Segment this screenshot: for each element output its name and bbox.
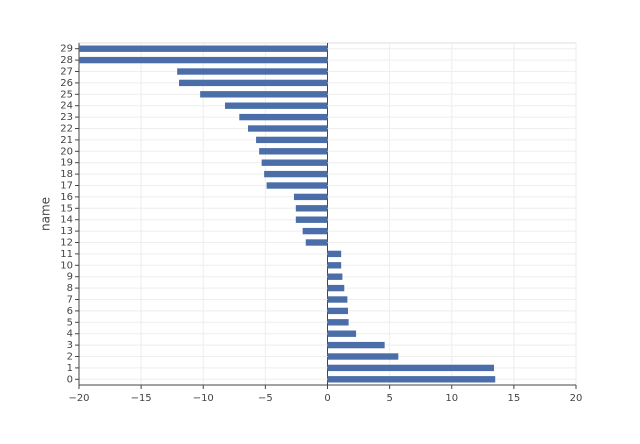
y-tick-label: 6 [67, 306, 73, 317]
bar [177, 68, 328, 75]
y-tick-label: 5 [67, 317, 73, 328]
x-tick-label: 10 [445, 393, 458, 404]
bar [327, 262, 342, 269]
bar [305, 239, 328, 246]
bar [224, 102, 328, 109]
y-tick-label: 0 [67, 374, 73, 385]
bar [256, 136, 328, 144]
y-tick-label: 10 [60, 260, 73, 271]
bar [327, 307, 349, 315]
y-tick-label: 21 [60, 135, 73, 146]
bar [264, 170, 328, 178]
bar [247, 125, 328, 132]
x-tick-label: 15 [508, 393, 521, 404]
y-tick-label: 23 [60, 112, 73, 123]
bar [179, 79, 328, 87]
y-tick-label: 7 [67, 295, 73, 306]
y-tick-label: 15 [60, 203, 73, 214]
x-tick-label: −10 [193, 393, 214, 404]
y-tick-label: 2 [67, 352, 73, 363]
bar [327, 273, 343, 280]
bar [266, 182, 328, 189]
y-tick-label: 16 [60, 192, 73, 203]
y-tick-label: 27 [60, 67, 73, 78]
bar [239, 113, 328, 121]
bar [327, 376, 496, 383]
bar [293, 193, 328, 201]
bar [327, 296, 348, 303]
bar [327, 364, 494, 372]
y-tick-label: 11 [60, 249, 73, 260]
bar [79, 45, 328, 52]
y-tick-label: 26 [60, 78, 73, 89]
y-tick-label: 25 [60, 89, 73, 100]
y-tick-label: 19 [60, 158, 73, 169]
y-tick-label: 9 [67, 272, 73, 283]
y-tick-label: 28 [60, 55, 73, 66]
y-tick-label: 1 [67, 363, 73, 374]
y-tick-label: 4 [67, 329, 73, 340]
y-tick-label: 20 [60, 146, 73, 157]
y-tick-label: 18 [60, 169, 73, 180]
x-tick-label: −20 [68, 393, 89, 404]
bar [261, 159, 328, 166]
bar [302, 227, 328, 235]
bar [295, 216, 328, 223]
bar [79, 56, 328, 64]
bar [259, 148, 328, 155]
bar [327, 319, 349, 326]
x-tick-label: −5 [258, 393, 273, 404]
bar [327, 284, 345, 292]
y-tick-label: 8 [67, 283, 73, 294]
bar [200, 91, 328, 98]
x-tick-label: 20 [570, 393, 583, 404]
x-tick-label: 0 [324, 393, 330, 404]
y-tick-label: 17 [60, 181, 73, 192]
y-tick-label: 22 [60, 124, 73, 135]
x-tick-label: 5 [386, 393, 392, 404]
bar [327, 250, 342, 258]
bar [295, 205, 328, 212]
bar [327, 341, 385, 349]
y-tick-label: 3 [67, 340, 73, 351]
x-tick-label: −15 [131, 393, 152, 404]
y-tick-label: 13 [60, 226, 73, 237]
y-tick-label: 24 [60, 101, 73, 112]
y-tick-label: 14 [60, 215, 73, 226]
bar [327, 330, 357, 337]
y-tick-label: 29 [60, 44, 73, 55]
y-axis-label: name [39, 197, 53, 231]
y-tick-label: 12 [60, 238, 73, 249]
bar [327, 353, 399, 360]
